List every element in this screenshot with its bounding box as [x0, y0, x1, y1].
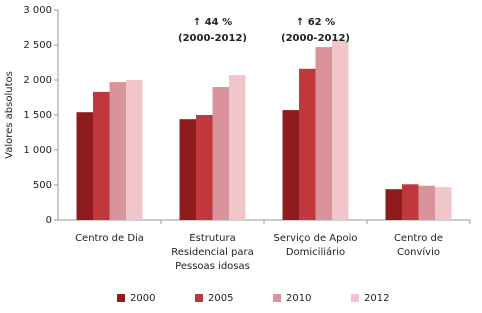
x-tick-label: Domiciliário	[286, 246, 345, 258]
annotation: ↑ 62 %	[296, 17, 335, 28]
bar	[126, 80, 143, 220]
x-tick-label: Convívio	[397, 246, 440, 258]
y-tick-label: 2 000	[23, 75, 52, 86]
bar	[385, 189, 402, 220]
bar	[418, 185, 435, 220]
x-tick-label: Centro de	[394, 233, 443, 244]
annotation: ↑ 44 %	[193, 17, 232, 28]
y-tick-label: 500	[33, 180, 52, 191]
bar	[93, 91, 110, 221]
bar	[76, 112, 93, 220]
annotation: (2000-2012)	[178, 33, 247, 44]
bar	[282, 110, 299, 220]
legend-label: 2000	[130, 293, 155, 304]
legend-swatch	[273, 294, 281, 302]
y-tick-label: 1 000	[23, 145, 52, 156]
bar	[299, 68, 316, 220]
y-tick-label: 3 000	[23, 5, 52, 16]
bar	[179, 119, 196, 220]
legend-label: 2010	[286, 293, 311, 304]
y-tick-label: 0	[46, 215, 52, 226]
legend-swatch	[195, 294, 203, 302]
y-tick-label: 1 500	[23, 110, 52, 121]
bar	[435, 187, 452, 220]
bar	[109, 82, 126, 220]
legend-swatch	[117, 294, 125, 302]
y-axis-label: Valores absolutos	[4, 71, 15, 159]
bar	[402, 184, 419, 220]
y-tick-label: 2 500	[23, 40, 52, 51]
bar	[196, 115, 213, 220]
x-tick-label: Serviço de Apoio	[274, 233, 358, 244]
legend-swatch	[351, 294, 359, 302]
bar	[332, 40, 349, 220]
legend-label: 2005	[208, 293, 233, 304]
x-tick-label: Estrutura	[189, 233, 235, 244]
x-tick-label: Residencial para	[171, 247, 254, 258]
bar	[212, 87, 229, 220]
legend-label: 2012	[364, 293, 389, 304]
annotation: (2000-2012)	[281, 33, 350, 44]
bar	[315, 47, 332, 220]
x-tick-label: Centro de Dia	[75, 233, 144, 244]
bar	[229, 75, 246, 220]
x-tick-label: Pessoas idosas	[175, 261, 250, 272]
